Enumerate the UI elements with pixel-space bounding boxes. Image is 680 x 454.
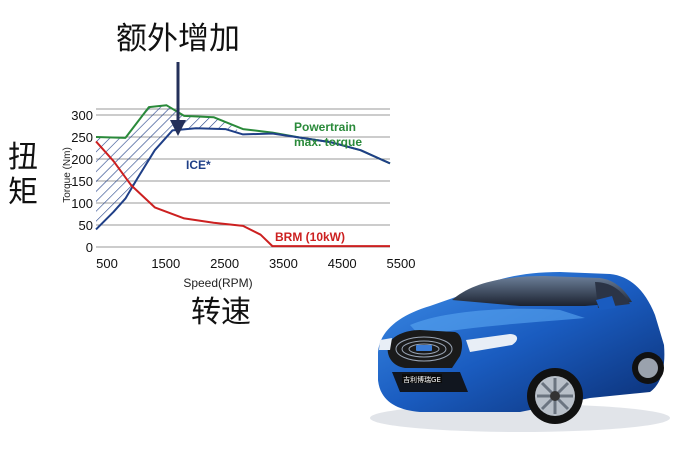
y-chinese-char-1: 扭	[8, 140, 38, 175]
x-tick-label: 1500	[151, 256, 180, 271]
series-label-brm: BRM (10kW)	[275, 230, 345, 244]
y-tick-label: 0	[86, 240, 93, 255]
y-tick-label: 100	[71, 196, 93, 211]
y-tick-label: 250	[71, 130, 93, 145]
y-tick-label: 300	[71, 108, 93, 123]
series-line-2	[95, 140, 390, 248]
y-chinese-char-2: 矩	[8, 175, 38, 210]
annotation-arrow-head	[170, 120, 186, 136]
x-tick-label: 500	[96, 256, 118, 271]
y-tick-label: 150	[71, 174, 93, 189]
y-tick-label: 50	[79, 218, 93, 233]
x-tick-label: 5500	[387, 256, 416, 271]
series-label-ice: ICE*	[186, 158, 211, 172]
torque-chart: 0 50 100 150 200 250 300 500 1500 2500 3500 4500 55…	[62, 104, 415, 290]
x-tick-label: 3500	[269, 256, 298, 271]
y-axis-label: Torque (Nm)	[62, 147, 73, 203]
x-tick-label: 2500	[210, 256, 239, 271]
y-tick-labels: 0 50 100 150 200 250 300	[71, 108, 93, 255]
y-tick-label: 200	[71, 152, 93, 167]
car-image: 吉利博瑞GE	[370, 272, 670, 432]
x-axis-label: Speed(RPM)	[183, 276, 252, 290]
x-tick-labels: 500 1500 2500 3500 4500 5500	[96, 256, 415, 271]
series-label-powertrain-line2: max. torque	[294, 135, 362, 149]
annotation: 额外增加	[116, 21, 240, 136]
series-line-1	[95, 127, 391, 231]
series-lines	[95, 104, 391, 248]
annotation-label: 额外增加	[116, 21, 240, 57]
series-label-powertrain-line1: Powertrain	[294, 120, 356, 134]
x-tick-label: 4500	[328, 256, 357, 271]
extra-torque-hatch	[96, 105, 238, 230]
x-chinese-label: 转速	[191, 295, 251, 330]
car-badge-text: 吉利博瑞GE	[403, 375, 441, 384]
